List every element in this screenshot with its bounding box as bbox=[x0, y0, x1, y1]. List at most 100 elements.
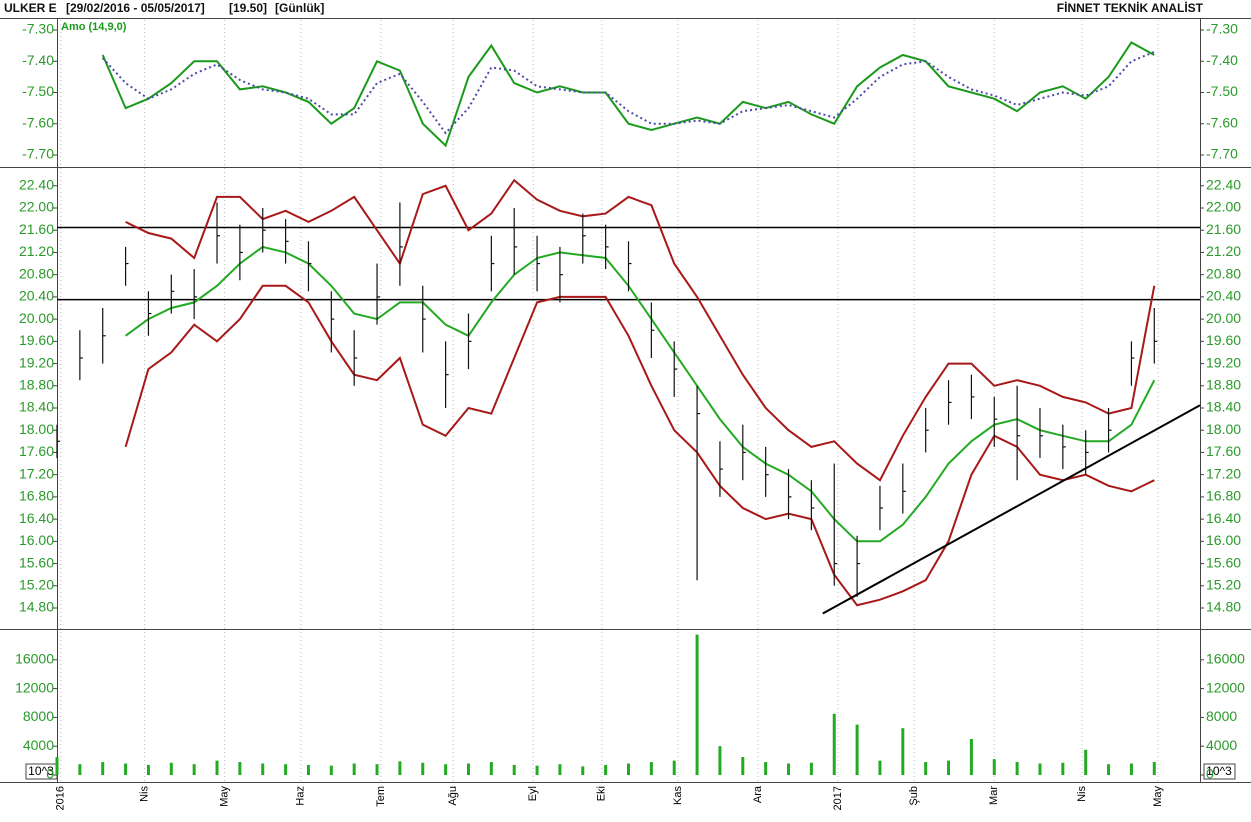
volume-bar bbox=[855, 724, 859, 775]
y-tick-label: 19.20 bbox=[19, 354, 54, 370]
volume-bar bbox=[398, 761, 402, 775]
x-tick-label: Nis bbox=[1076, 786, 1088, 802]
volume-bar bbox=[124, 763, 128, 775]
bollinger-line bbox=[124, 284, 1155, 607]
volume-bar bbox=[901, 728, 905, 775]
volume-bar bbox=[261, 763, 265, 775]
y-tick-label: 20.40 bbox=[1206, 288, 1241, 304]
x-tick-label: Nis bbox=[139, 786, 151, 802]
volume-bar bbox=[55, 757, 59, 775]
volume-bar bbox=[489, 762, 493, 775]
x-tick-label: Eyl bbox=[527, 786, 539, 801]
y-tick-label: -7.70 bbox=[1206, 146, 1238, 162]
y-tick-label: 19.60 bbox=[19, 332, 54, 348]
y-tick-label: -7.70 bbox=[22, 146, 54, 162]
y-tick-label: -7.50 bbox=[1206, 83, 1238, 99]
y-tick-label: 15.20 bbox=[1206, 576, 1241, 592]
volume-bar bbox=[306, 764, 310, 775]
y-tick-label: 12000 bbox=[1206, 679, 1245, 695]
y-tick-label: 16.80 bbox=[19, 488, 54, 504]
symbol: ULKER E bbox=[4, 1, 57, 15]
volume-bar bbox=[947, 760, 951, 775]
y-tick-label: 14.80 bbox=[19, 599, 54, 615]
volume-bar bbox=[1107, 764, 1111, 775]
volume-bar bbox=[787, 763, 791, 775]
indicator-line bbox=[101, 41, 1155, 148]
volume-bar bbox=[809, 762, 813, 775]
y-tick-label: -7.30 bbox=[1206, 21, 1238, 37]
y-tick-label: 18.00 bbox=[1206, 421, 1241, 437]
frames bbox=[0, 18, 1251, 783]
y-tick-label: 16.40 bbox=[1206, 510, 1241, 526]
volume-bar bbox=[146, 764, 150, 775]
volume-bar bbox=[741, 757, 745, 775]
volume-bar bbox=[101, 762, 105, 775]
x-tick-label: Şub bbox=[908, 786, 920, 806]
volume-bar bbox=[924, 762, 928, 775]
y-tick-label: 8000 bbox=[23, 708, 54, 724]
volume-bar bbox=[1084, 749, 1088, 775]
volume-bar bbox=[1061, 762, 1065, 775]
trendline bbox=[822, 404, 1201, 615]
volume-bar bbox=[627, 763, 630, 775]
y-tick-label: 20.80 bbox=[19, 265, 54, 281]
y-tick-label: 14.80 bbox=[1206, 599, 1241, 615]
volume-bar bbox=[215, 760, 219, 775]
bollinger-line bbox=[125, 245, 1156, 543]
volume-bar bbox=[649, 762, 653, 775]
unit-box bbox=[1203, 763, 1236, 780]
volume-bar bbox=[444, 764, 448, 775]
y-tick-label: 19.60 bbox=[1206, 332, 1241, 348]
volume-bar bbox=[832, 713, 836, 775]
y-tick-label: -7.30 bbox=[22, 21, 54, 37]
volume-bar bbox=[764, 762, 768, 775]
x-tick-label: Tem bbox=[375, 786, 387, 807]
volume-bar bbox=[718, 746, 722, 775]
x-tick-label: Haz bbox=[295, 786, 307, 806]
y-tick-label: 4000 bbox=[23, 737, 54, 753]
x-tick-label: Ağu bbox=[447, 786, 459, 806]
volume-bar bbox=[695, 634, 699, 775]
y-tick-label: -7.60 bbox=[1206, 114, 1238, 130]
volume-bar bbox=[1015, 762, 1019, 775]
volume-bar bbox=[992, 759, 996, 775]
y-tick-label: 17.60 bbox=[19, 443, 54, 459]
volume-bar bbox=[535, 765, 539, 775]
volume-bar bbox=[672, 760, 676, 775]
y-tick-label: -7.40 bbox=[22, 52, 54, 68]
y-tick-label: 16.40 bbox=[19, 510, 54, 526]
volume-bar bbox=[466, 763, 470, 775]
x-tick-label: May bbox=[219, 786, 231, 807]
y-tick-label: 17.60 bbox=[1206, 443, 1241, 459]
y-tick-label: 18.40 bbox=[19, 399, 54, 415]
y-tick-label: 21.60 bbox=[19, 221, 54, 237]
x-tick-label: May bbox=[1152, 786, 1164, 807]
date-range: [29/02/2016 - 05/05/2017] bbox=[66, 1, 205, 15]
y-tick-label: 4000 bbox=[1206, 737, 1237, 753]
y-tick-label: 16000 bbox=[1206, 651, 1245, 667]
y-tick-label: 22.00 bbox=[19, 199, 54, 215]
y-tick-label: 12000 bbox=[15, 679, 54, 695]
y-tick-label: 16.00 bbox=[19, 532, 54, 548]
volume-bar bbox=[512, 764, 516, 775]
x-tick-label: Mar bbox=[988, 786, 1000, 805]
y-tick-label: 18.80 bbox=[1206, 376, 1241, 392]
volume-bar bbox=[375, 764, 379, 775]
y-tick-label: 20.40 bbox=[19, 288, 54, 304]
y-tick-label: 21.20 bbox=[19, 243, 54, 259]
volume-bar bbox=[352, 763, 356, 775]
volume-bar bbox=[1038, 763, 1042, 775]
volume-bar bbox=[558, 764, 562, 775]
y-tick-label: 8000 bbox=[1206, 708, 1237, 724]
y-tick-label: 19.20 bbox=[1206, 354, 1241, 370]
y-tick-label: 20.00 bbox=[1206, 310, 1241, 326]
indicator-label: Amo (14,9,0) bbox=[61, 21, 127, 33]
y-tick-label: 22.00 bbox=[1206, 199, 1241, 215]
y-tick-label: 17.20 bbox=[1206, 465, 1241, 481]
y-tick-label: -7.50 bbox=[22, 83, 54, 99]
y-tick-label: 16.00 bbox=[1206, 532, 1241, 548]
unit-label: 10^3 bbox=[1206, 764, 1232, 778]
y-tick-label: 21.20 bbox=[1206, 243, 1241, 259]
x-tick-label: Ara bbox=[752, 785, 764, 803]
